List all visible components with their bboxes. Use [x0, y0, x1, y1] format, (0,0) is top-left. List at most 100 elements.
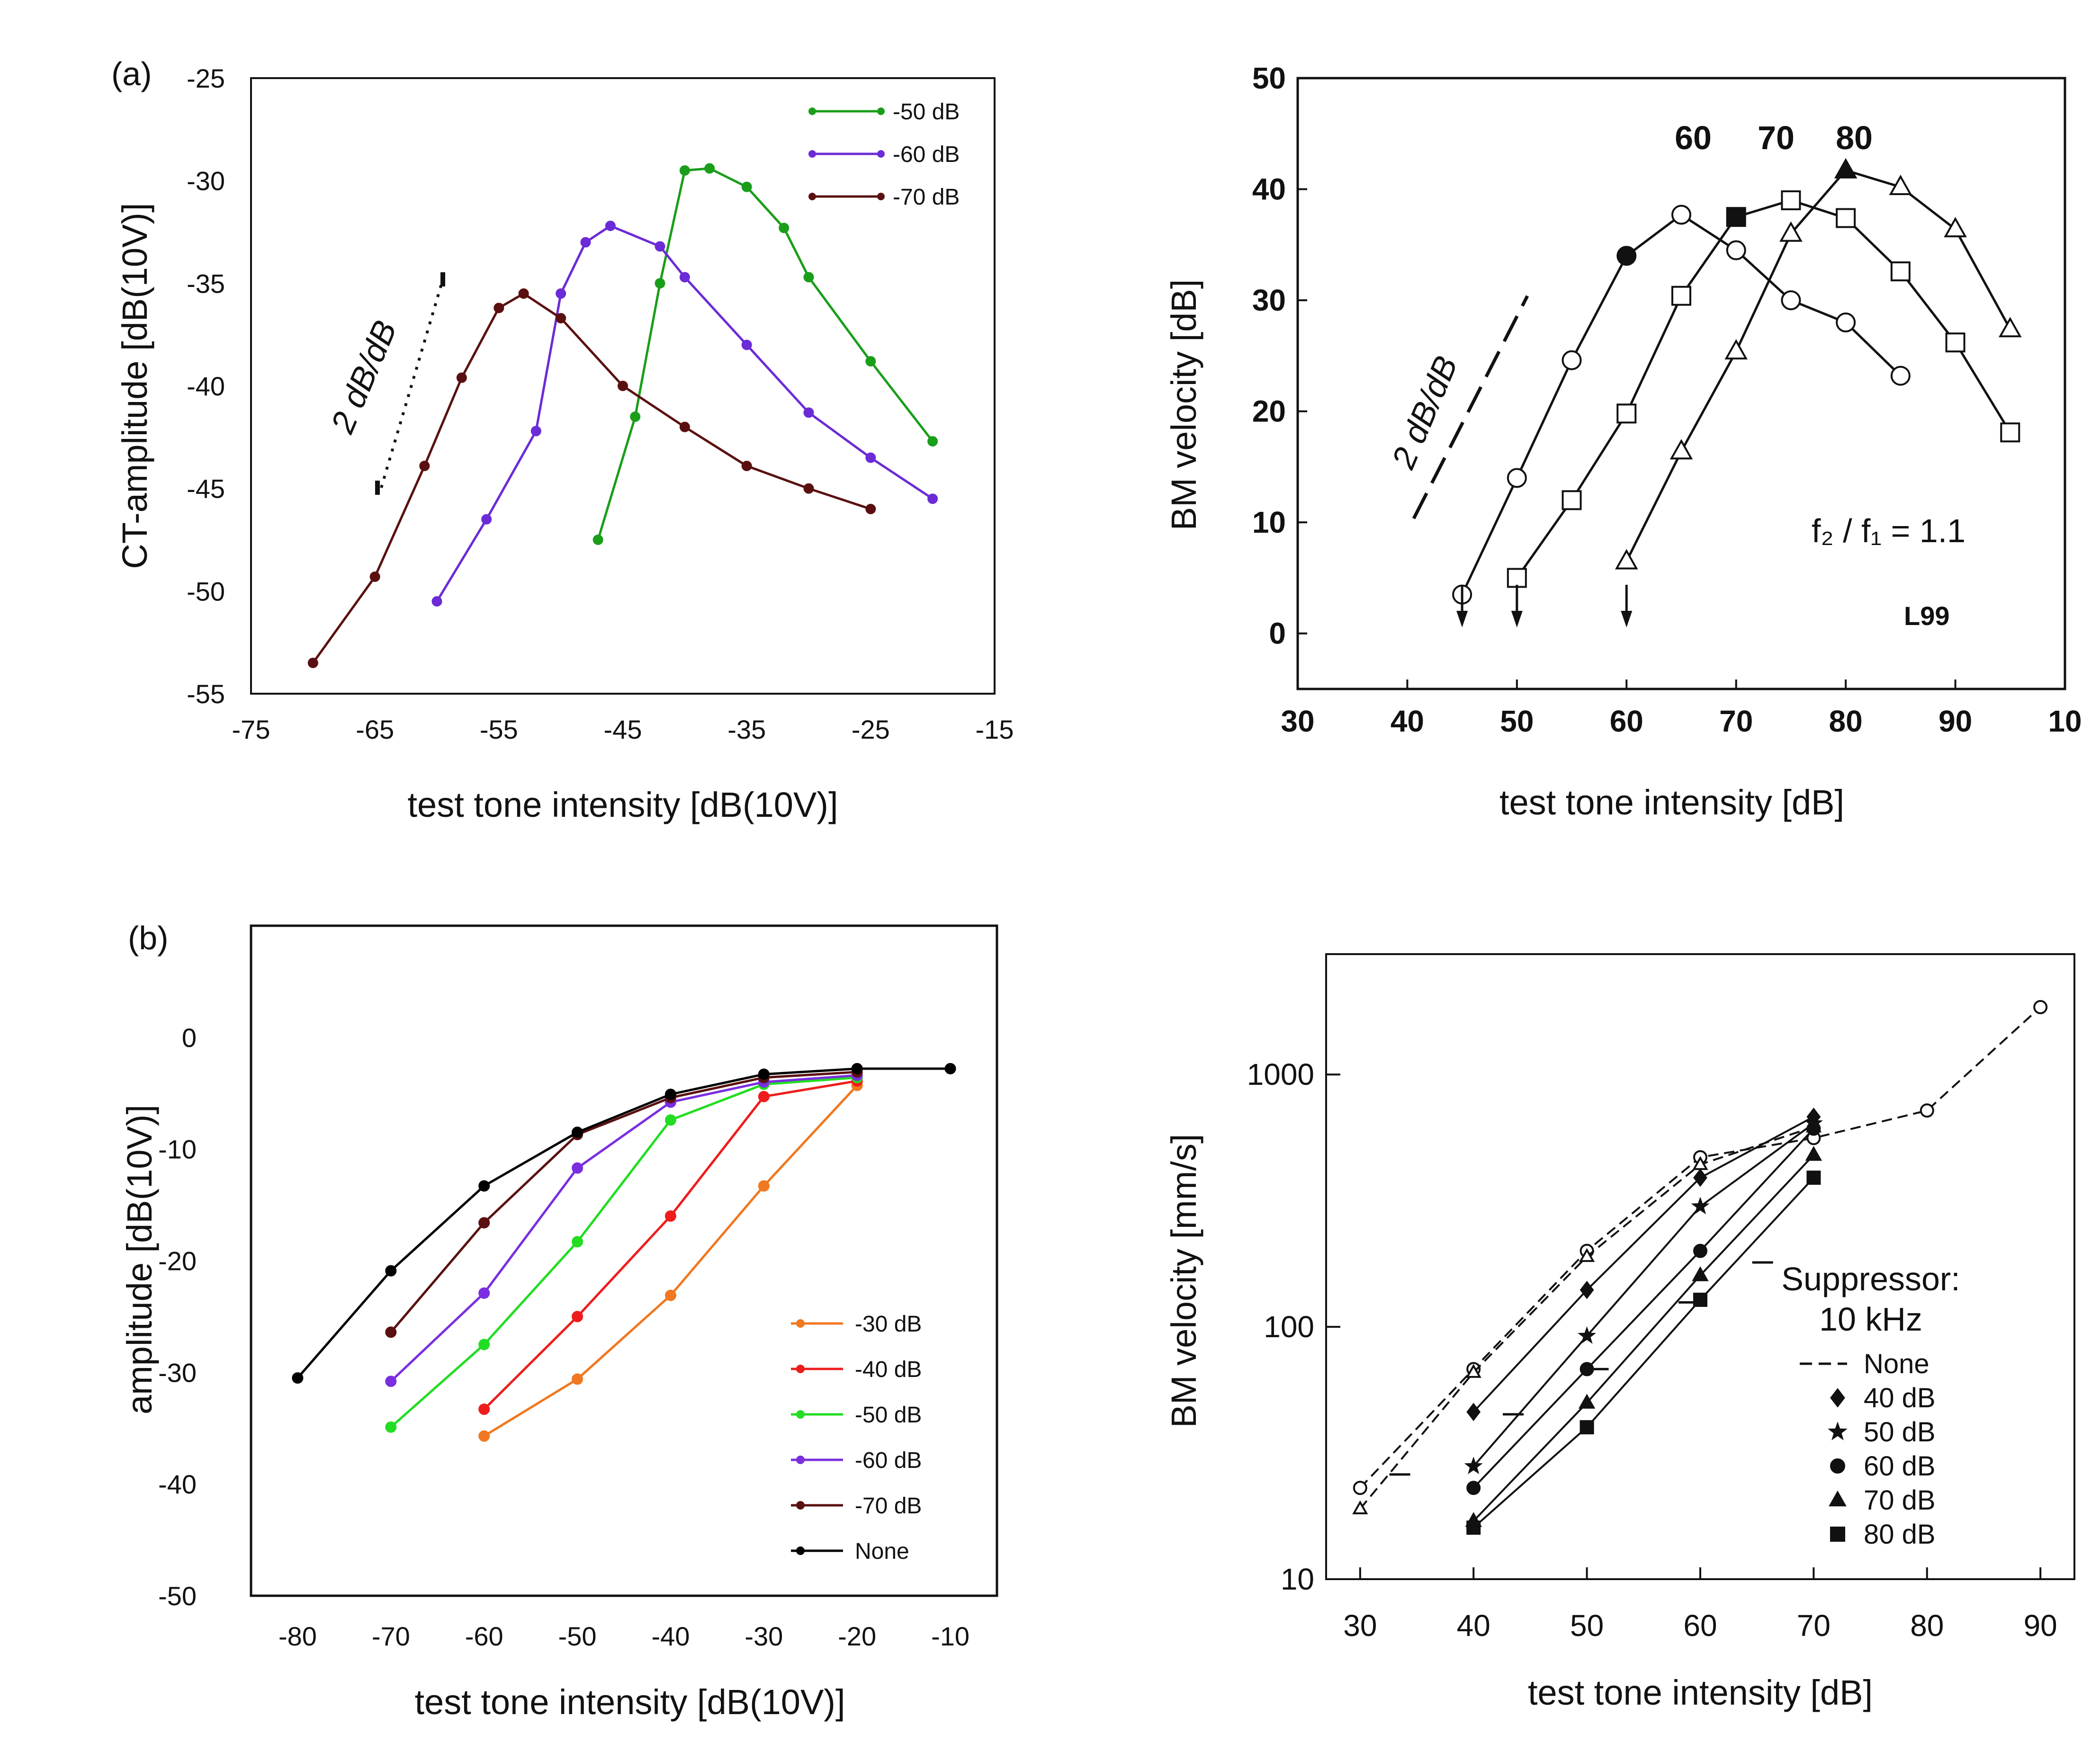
- slope-reference-line: [1412, 295, 1529, 519]
- y-tick-label: -30: [187, 166, 225, 196]
- data-point: [803, 483, 814, 494]
- series-line: [1359, 1126, 1814, 1510]
- x-axis-label: test tone intensity [dB(10V)]: [414, 1682, 845, 1722]
- data-point: [758, 1068, 770, 1080]
- slope-annotation: 2 dB/dB: [323, 315, 404, 439]
- x-tick-label: -65: [356, 715, 394, 744]
- source-annotation: L99: [1904, 601, 1950, 631]
- data-point: [1669, 439, 1693, 460]
- x-axis-label: test tone intensity [dB]: [1528, 1673, 1873, 1712]
- data-point: [1806, 1171, 1821, 1185]
- legend-marker: [1830, 1458, 1845, 1474]
- data-point: [385, 1265, 397, 1277]
- series-line: [1472, 1116, 1814, 1413]
- data-point: [741, 340, 752, 350]
- data-point: [865, 504, 876, 514]
- plot-frame: [1296, 77, 2066, 690]
- legend-marker: [796, 1501, 805, 1510]
- y-tick-label: -40: [187, 371, 225, 401]
- data-point: [1691, 1197, 1710, 1215]
- legend-marker: [1830, 1527, 1845, 1542]
- data-point: [1779, 221, 1803, 242]
- data-point: [1724, 339, 1748, 360]
- legend-label: -60 dB: [855, 1448, 922, 1473]
- y-tick-label: 50: [1252, 61, 1286, 95]
- series-line: [1472, 1177, 1814, 1528]
- data-point: [779, 223, 790, 233]
- legend-label: -60 dB: [893, 142, 960, 167]
- data-point: [419, 461, 430, 471]
- legend-label: None: [1864, 1349, 1929, 1379]
- y-tick-label: -35: [187, 268, 225, 298]
- data-point: [1890, 261, 1911, 282]
- y-tick-label: 40: [1252, 172, 1286, 206]
- y-tick-label: -40: [158, 1469, 197, 1499]
- panel-label-b: (b): [128, 920, 169, 956]
- data-point: [1466, 1403, 1481, 1421]
- legend-marker: [1828, 1421, 1848, 1440]
- data-point: [1889, 174, 1912, 196]
- threshold-arrow-head: [1456, 611, 1468, 627]
- data-point: [385, 1376, 397, 1387]
- legend-label: -50 dB: [855, 1403, 922, 1428]
- data-point: [592, 535, 603, 545]
- data-point: [478, 1430, 490, 1442]
- data-point: [1726, 207, 1746, 227]
- data-point: [1466, 1481, 1481, 1495]
- data-point: [741, 461, 752, 471]
- data-point: [385, 1421, 397, 1433]
- data-point: [478, 1180, 490, 1192]
- legend-label: -70 dB: [855, 1493, 922, 1519]
- series-line: [483, 1080, 858, 1410]
- data-point: [307, 658, 318, 668]
- y-tick-label: -20: [158, 1246, 197, 1276]
- y-tick-label: -30: [158, 1358, 197, 1387]
- legend-marker: [877, 193, 885, 200]
- data-point: [478, 1217, 490, 1229]
- y-axis-label: BM velocity [mm/s]: [1164, 1134, 1203, 1428]
- data-point: [1562, 350, 1582, 370]
- panel-b-right: test tone intensity [dB] BM velocity [mm…: [1164, 953, 2075, 1712]
- legend-marker: [796, 1546, 805, 1555]
- legend-marker: [877, 107, 885, 115]
- x-tick-label: -75: [232, 715, 270, 744]
- ratio-annotation: f₂ / f₁ = 1.1: [1812, 512, 1965, 549]
- data-point: [605, 221, 616, 231]
- x-tick-label: -55: [480, 715, 518, 744]
- data-point: [1806, 1121, 1821, 1136]
- legend-title-line-2: 10 kHz: [1819, 1301, 1922, 1338]
- data-point: [618, 381, 628, 391]
- x-tick-label: -15: [976, 715, 1014, 744]
- data-point: [1464, 1457, 1483, 1475]
- legend-marker: [796, 1319, 805, 1328]
- data-point: [679, 272, 690, 283]
- data-point: [664, 1210, 676, 1222]
- data-point: [944, 1063, 956, 1074]
- data-point: [572, 1311, 583, 1323]
- x-tick-label: -80: [278, 1621, 317, 1651]
- data-point: [927, 436, 938, 447]
- threshold-arrow-head: [1621, 611, 1633, 627]
- data-point: [758, 1090, 770, 1102]
- legend-label: 70 dB: [1864, 1485, 1936, 1516]
- data-point: [1578, 1394, 1596, 1409]
- data-point: [1671, 286, 1691, 306]
- x-tick-label: 70: [1797, 1609, 1831, 1643]
- x-tick-label: 40: [1391, 704, 1424, 738]
- series-line: [597, 167, 934, 540]
- series-line: [1472, 1122, 1814, 1467]
- series-label-70: 70: [1758, 119, 1795, 156]
- data-point: [1616, 246, 1637, 266]
- data-point: [580, 237, 591, 248]
- legend-label: 60 dB: [1864, 1451, 1936, 1482]
- x-tick-label: -35: [727, 715, 766, 744]
- x-tick-label: 70: [1719, 704, 1753, 738]
- series-line: [1516, 199, 2011, 579]
- y-tick-label: 100: [1264, 1310, 1314, 1344]
- x-tick-label: 50: [1500, 704, 1534, 738]
- data-point: [758, 1180, 770, 1192]
- x-tick-label: 10: [2048, 704, 2082, 738]
- data-point: [1353, 1481, 1367, 1495]
- data-point: [1836, 313, 1856, 332]
